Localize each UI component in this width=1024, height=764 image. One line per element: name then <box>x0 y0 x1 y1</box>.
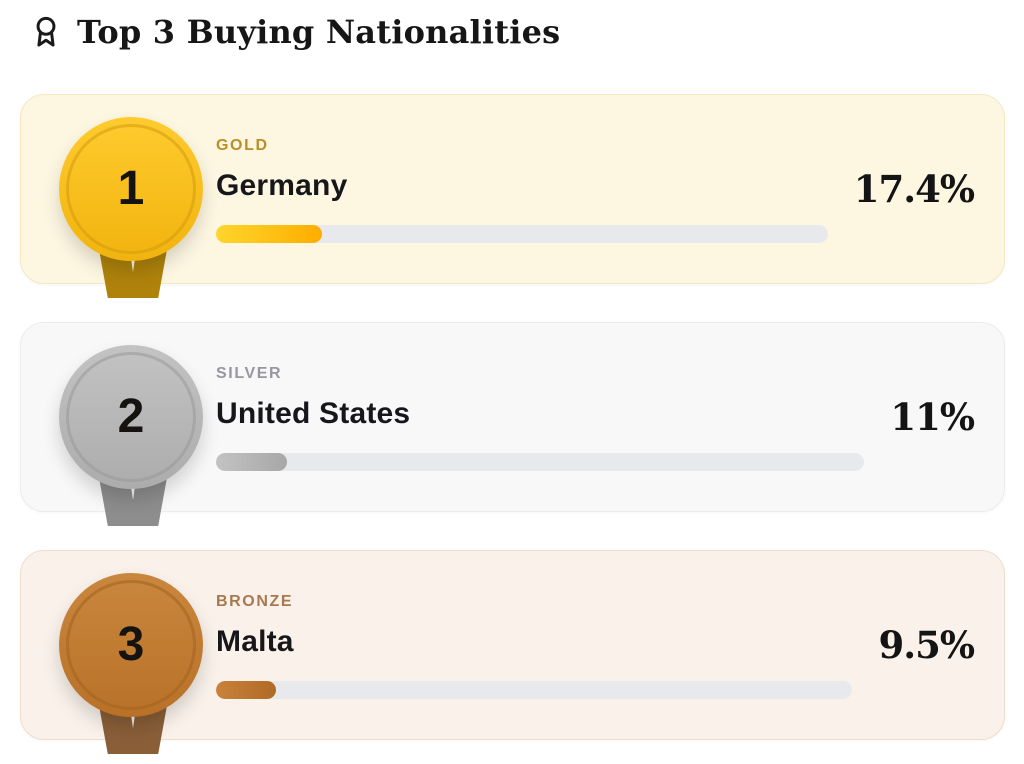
medal-circle: 2 <box>59 345 203 489</box>
rank-number: 3 <box>117 618 145 671</box>
country-name: Malta <box>216 625 294 658</box>
progress-fill <box>216 453 288 471</box>
medal-badge: 2 <box>21 322 216 526</box>
tier-label: SILVER <box>216 365 283 382</box>
medal-badge: 1 <box>21 94 216 298</box>
page-title: Top 3 Buying Nationalities <box>77 13 561 51</box>
ranking-list: 1 GOLD Germany 17.4% 2 SILVER Unit <box>20 94 1005 754</box>
progress-track <box>216 453 865 471</box>
progress-track <box>216 681 853 699</box>
tier-label: GOLD <box>216 137 269 154</box>
rank-number: 1 <box>117 162 145 215</box>
rank-card-gold: 1 GOLD Germany 17.4% <box>20 94 1005 298</box>
medal-circle: 1 <box>59 117 203 261</box>
percent-value: 17.4% <box>853 167 975 211</box>
rank-card-silver: 2 SILVER United States 11% <box>20 322 1005 526</box>
medal-circle: 3 <box>59 573 203 717</box>
percent-value: 11% <box>890 395 975 439</box>
rank-content: GOLD Germany <box>216 135 828 243</box>
country-name: Germany <box>216 169 348 202</box>
tier-label: BRONZE <box>216 593 294 610</box>
country-name: United States <box>216 397 411 430</box>
rank-content: BRONZE Malta <box>216 591 853 699</box>
progress-track <box>216 225 828 243</box>
rank-number: 2 <box>117 390 145 443</box>
widget-header: Top 3 Buying Nationalities <box>28 12 1005 52</box>
medal-badge: 3 <box>21 550 216 754</box>
percent-value: 9.5% <box>878 623 975 667</box>
progress-fill <box>216 681 277 699</box>
top-nationalities-widget: Top 3 Buying Nationalities 1 GOLD German… <box>20 12 1005 754</box>
rank-content: SILVER United States <box>216 363 865 471</box>
progress-fill <box>216 225 323 243</box>
rank-card-bronze: 3 BRONZE Malta 9.5% <box>20 550 1005 754</box>
award-icon <box>28 12 64 52</box>
